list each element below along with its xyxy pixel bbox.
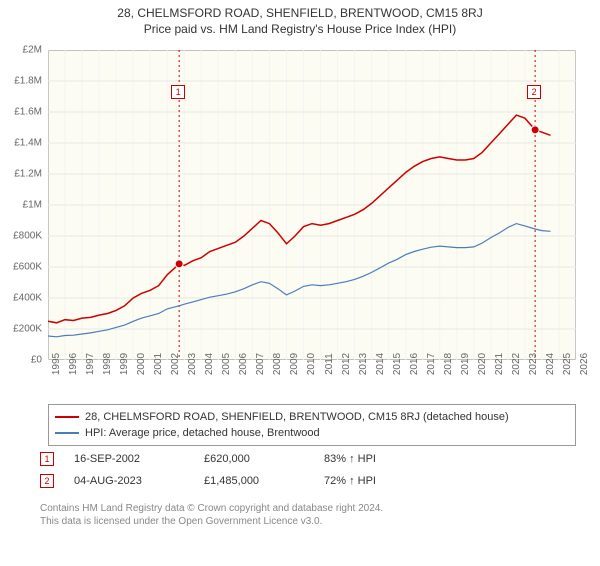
footer: Contains HM Land Registry data © Crown c…: [40, 502, 383, 528]
y-axis-label: £1.4M: [2, 138, 42, 149]
x-axis-label: 2005: [221, 353, 232, 375]
y-axis-label: £0: [2, 355, 42, 366]
legend-item: 28, CHELMSFORD ROAD, SHENFIELD, BRENTWOO…: [55, 409, 569, 425]
chart-svg: [48, 50, 576, 360]
sale-date: 16-SEP-2002: [74, 453, 204, 465]
x-axis-label: 2020: [477, 353, 488, 375]
sale-row: 1 16-SEP-2002£620,00083% ↑ HPI: [40, 448, 444, 470]
sales-table: 1 16-SEP-2002£620,00083% ↑ HPI 2 04-AUG-202…: [40, 448, 444, 492]
sale-price: £620,000: [204, 453, 324, 465]
sale-date: 04-AUG-2023: [74, 475, 204, 487]
x-axis-label: 2021: [494, 353, 505, 375]
x-axis-label: 1997: [85, 353, 96, 375]
x-axis-label: 2000: [136, 353, 147, 375]
x-axis-label: 2022: [511, 353, 522, 375]
sale-hpi: 72% ↑ HPI: [324, 475, 444, 487]
x-axis-label: 2003: [187, 353, 198, 375]
y-axis-label: £800K: [2, 231, 42, 242]
legend-label: HPI: Average price, detached house, Bren…: [85, 427, 320, 439]
y-axis-label: £1.8M: [2, 76, 42, 87]
legend-swatch: [55, 432, 79, 434]
footer-line2: This data is licensed under the Open Gov…: [40, 515, 383, 528]
x-axis-label: 2006: [238, 353, 249, 375]
y-axis-label: £400K: [2, 293, 42, 304]
sale-number-box: 2: [40, 474, 54, 488]
x-axis-label: 2015: [392, 353, 403, 375]
y-axis-label: £1M: [2, 200, 42, 211]
legend-label: 28, CHELMSFORD ROAD, SHENFIELD, BRENTWOO…: [85, 411, 509, 423]
x-axis-label: 2023: [528, 353, 539, 375]
x-axis-label: 1995: [51, 353, 62, 375]
y-axis-label: £2M: [2, 45, 42, 56]
x-axis-label: 2024: [545, 353, 556, 375]
title-subtitle: Price paid vs. HM Land Registry's House …: [0, 22, 600, 36]
x-axis-label: 2013: [358, 353, 369, 375]
legend-swatch: [55, 416, 79, 418]
x-axis-label: 2009: [289, 353, 300, 375]
x-axis-label: 2007: [255, 353, 266, 375]
y-axis-label: £1.2M: [2, 169, 42, 180]
sale-row: 2 04-AUG-2023£1,485,00072% ↑ HPI: [40, 470, 444, 492]
sale-number-box: 1: [40, 452, 54, 466]
x-axis-label: 2025: [562, 353, 573, 375]
sale-marker-box: 1: [171, 85, 185, 99]
x-axis-label: 2012: [341, 353, 352, 375]
x-axis-label: 2018: [443, 353, 454, 375]
x-axis-label: 1996: [68, 353, 79, 375]
x-axis-label: 2004: [204, 353, 215, 375]
x-axis-label: 1998: [102, 353, 113, 375]
x-axis-label: 2008: [272, 353, 283, 375]
sale-price: £1,485,000: [204, 475, 324, 487]
legend-item: HPI: Average price, detached house, Bren…: [55, 425, 569, 441]
x-axis-label: 2011: [324, 353, 335, 375]
x-axis-label: 2017: [426, 353, 437, 375]
x-axis-label: 2026: [579, 353, 590, 375]
chart-area: £0£200K£400K£600K£800K£1M£1.2M£1.4M£1.6M…: [48, 50, 576, 360]
sale-hpi: 83% ↑ HPI: [324, 453, 444, 465]
footer-line1: Contains HM Land Registry data © Crown c…: [40, 502, 383, 515]
legend: 28, CHELMSFORD ROAD, SHENFIELD, BRENTWOO…: [48, 404, 576, 446]
x-axis-label: 2014: [375, 353, 386, 375]
x-axis-label: 2002: [170, 353, 181, 375]
x-axis-label: 1999: [119, 353, 130, 375]
y-axis-label: £200K: [2, 324, 42, 335]
x-axis-label: 2001: [153, 353, 164, 375]
x-axis-label: 2019: [460, 353, 471, 375]
sale-marker-box: 2: [527, 85, 541, 99]
y-axis-label: £1.6M: [2, 107, 42, 118]
y-axis-label: £600K: [2, 262, 42, 273]
title-address: 28, CHELMSFORD ROAD, SHENFIELD, BRENTWOO…: [0, 6, 600, 20]
x-axis-label: 2010: [306, 353, 317, 375]
x-axis-label: 2016: [409, 353, 420, 375]
